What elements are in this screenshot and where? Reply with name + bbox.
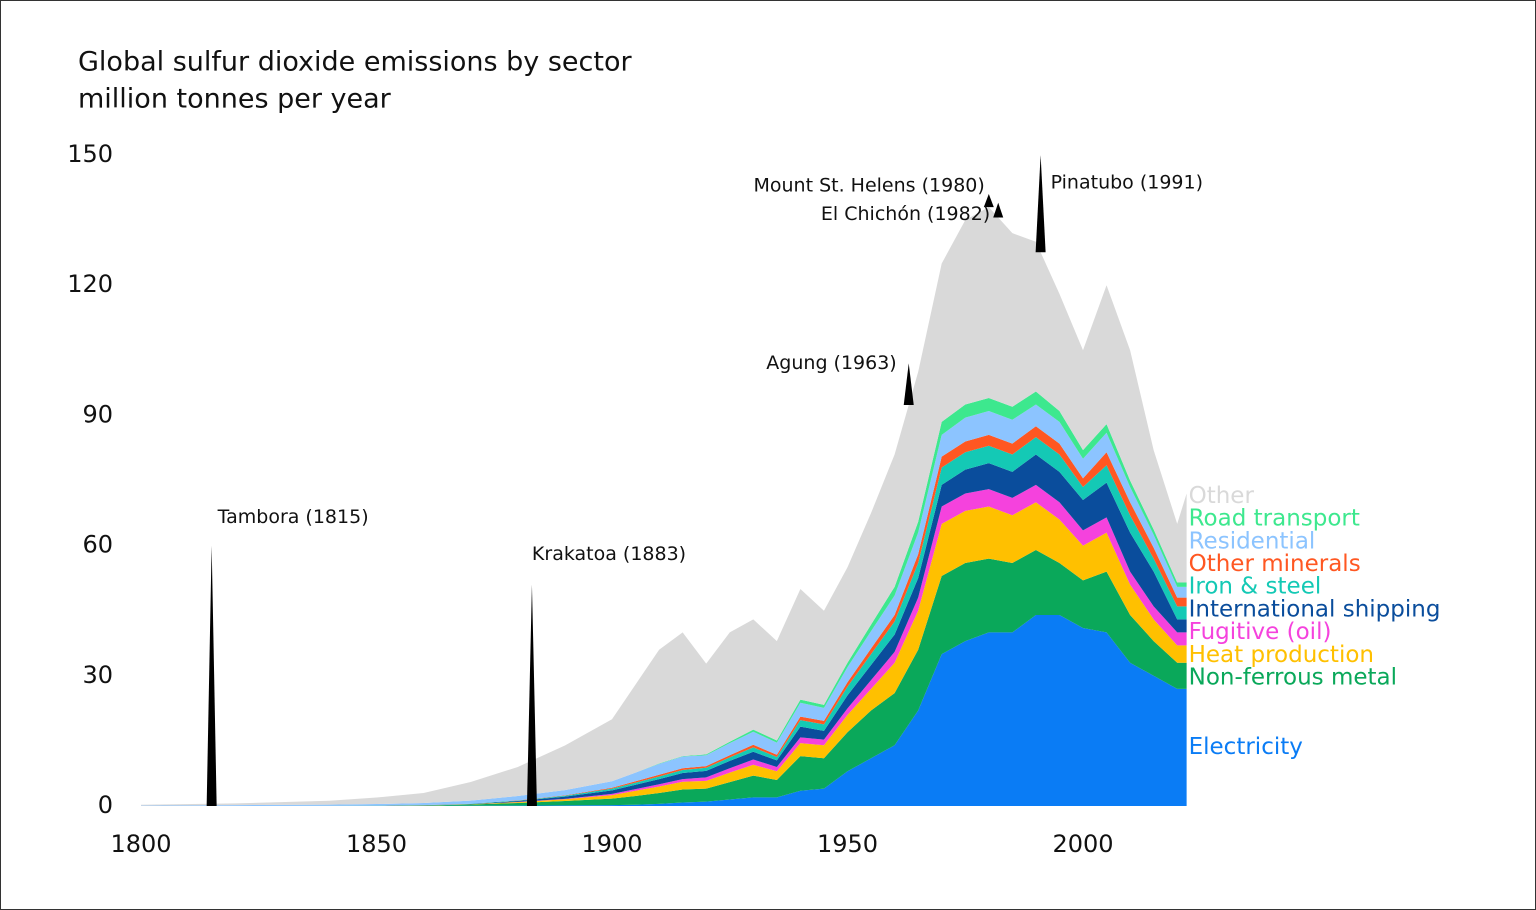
legend-label: Road transport — [1189, 506, 1360, 532]
legend-label: Residential — [1189, 528, 1316, 554]
x-tick-label: 1950 — [817, 830, 878, 858]
y-tick-label: 30 — [82, 661, 113, 689]
volcano-spike — [983, 194, 994, 208]
volcano-spike — [206, 545, 217, 806]
x-tick-label: 1900 — [581, 830, 642, 858]
volcano-label: Tambora (1815) — [217, 506, 369, 528]
area — [141, 404, 1187, 806]
volcano-label: Agung (1963) — [766, 352, 896, 374]
x-tick-label: 1850 — [346, 830, 407, 858]
volcano-spike — [903, 363, 914, 405]
chart-title: Global sulfur dioxide emissions by secto… — [78, 47, 632, 78]
area — [141, 615, 1187, 806]
volcano-spike — [1035, 155, 1046, 253]
y-tick-label: 0 — [98, 791, 113, 819]
area — [141, 391, 1187, 806]
legend-label: International shipping — [1189, 596, 1441, 622]
legend-label: Heat production — [1189, 642, 1374, 668]
legend-label: Other — [1189, 483, 1255, 509]
y-tick-label: 90 — [82, 400, 113, 428]
legend-label: Fugitive (oil) — [1189, 619, 1332, 645]
volcano-label: Pinatubo (1991) — [1051, 172, 1203, 194]
volcano-label: El Chichón (1982) — [821, 203, 990, 225]
area — [141, 207, 1187, 806]
y-tick-label: 150 — [67, 140, 113, 168]
volcano-label: Krakatoa (1883) — [532, 543, 686, 565]
chart-subtitle: million tonnes per year — [78, 84, 392, 115]
legend-label: Electricity — [1189, 734, 1303, 760]
volcano-label: Mount St. Helens (1980) — [754, 175, 985, 197]
volcano-spike — [526, 584, 537, 806]
legend-label: Non-ferrous metal — [1189, 665, 1397, 691]
legend-label: Iron & steel — [1189, 574, 1322, 600]
y-tick-label: 60 — [82, 531, 113, 559]
x-tick-label: 2000 — [1052, 830, 1113, 858]
x-tick-label: 1800 — [110, 830, 171, 858]
volcano-spike — [993, 202, 1004, 218]
legend-label: Other minerals — [1189, 551, 1361, 577]
y-tick-label: 120 — [67, 270, 113, 298]
